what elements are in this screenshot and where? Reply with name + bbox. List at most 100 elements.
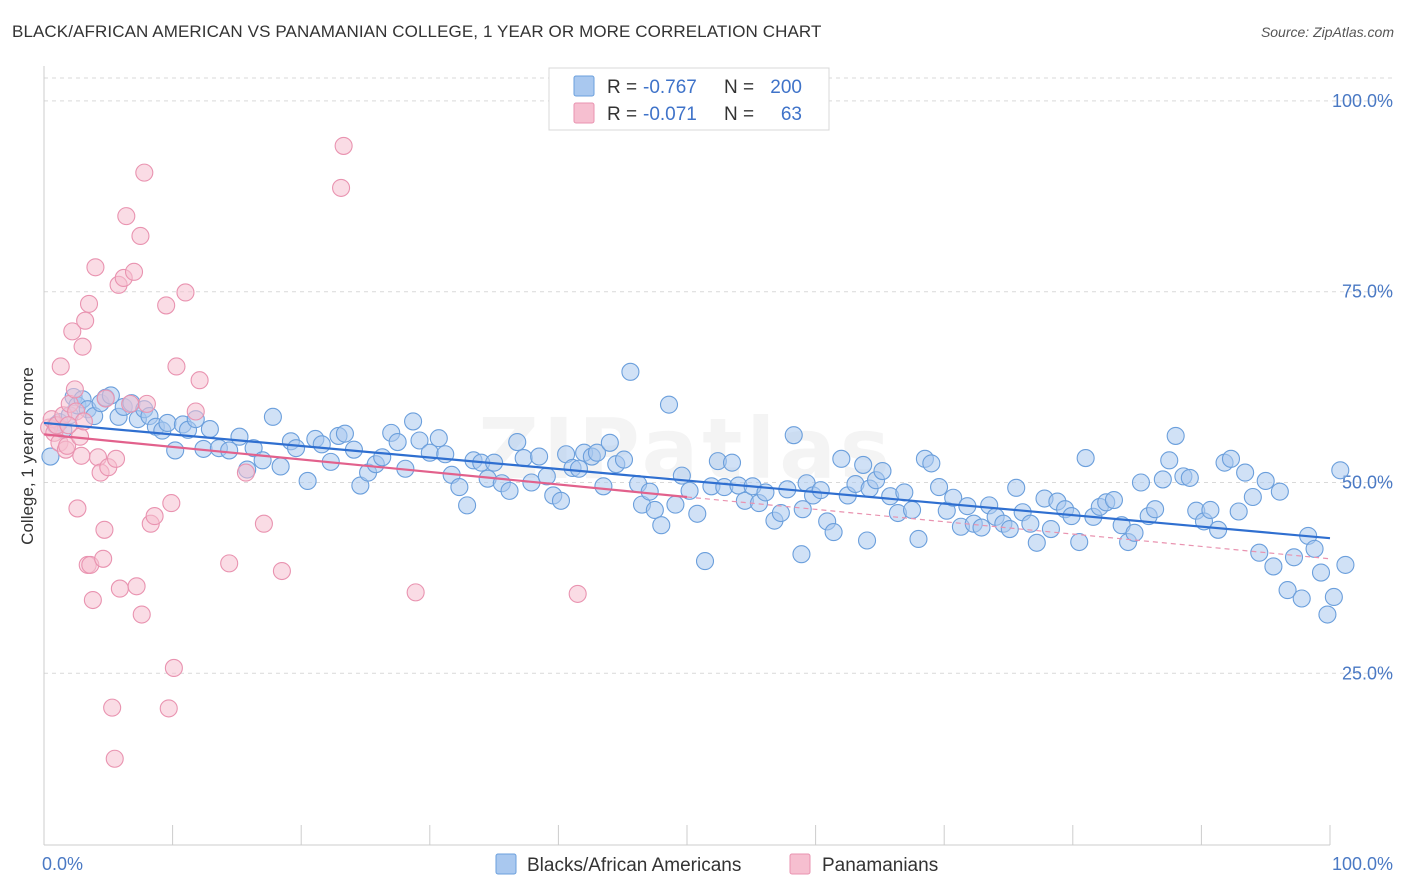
point-panamanians (79, 294, 99, 313)
point-blacks (659, 395, 679, 414)
point-panamanians (110, 579, 129, 598)
point-panamanians (406, 583, 425, 602)
point-blacks (1270, 482, 1289, 501)
point-blacks (857, 531, 877, 550)
point-blacks (508, 432, 527, 452)
point-blacks (771, 503, 790, 523)
point-blacks (1076, 449, 1095, 468)
legend-n-value-1: 200 (770, 77, 802, 98)
point-blacks (1229, 502, 1248, 521)
point-panamanians (105, 749, 124, 768)
legend-n-label-1: N = (724, 77, 754, 98)
point-panamanians (272, 561, 291, 581)
point-panamanians (94, 549, 113, 568)
point-blacks (1021, 514, 1040, 533)
point-panamanians (167, 357, 186, 376)
point-blacks (200, 420, 219, 439)
point-panamanians (159, 699, 178, 718)
point-panamanians (137, 394, 156, 413)
point-blacks (1131, 473, 1151, 492)
point-blacks (587, 443, 607, 462)
point-blacks (922, 454, 941, 473)
point-panamanians (568, 584, 587, 603)
point-blacks (514, 449, 533, 468)
x-tick-label-max: 100.0% (1332, 854, 1393, 874)
point-blacks (1000, 519, 1019, 539)
point-blacks (429, 429, 448, 448)
point-panamanians (131, 226, 150, 246)
point-blacks (450, 478, 469, 497)
legend-r-value-1: -0.767 (643, 77, 697, 98)
legend-swatch-pink (573, 102, 595, 124)
point-blacks (1256, 471, 1275, 491)
point-blacks (1070, 532, 1089, 552)
point-panamanians (83, 590, 102, 610)
point-blacks (1221, 449, 1241, 468)
bottom-legend-label-panamanians: Panamanians (822, 855, 938, 876)
point-blacks (1331, 461, 1350, 480)
trend-line-panamanians (43, 433, 688, 499)
point-blacks (1041, 519, 1060, 539)
point-panamanians (117, 207, 136, 226)
point-blacks (600, 433, 619, 452)
point-panamanians (51, 357, 70, 376)
point-blacks (666, 495, 685, 514)
point-blacks (404, 412, 423, 431)
point-blacks (1250, 543, 1269, 562)
point-panamanians (132, 605, 151, 624)
grid (44, 77, 1392, 674)
point-panamanians (121, 394, 140, 413)
point-blacks (902, 500, 922, 520)
x-tick-label-min: 0.0% (42, 854, 83, 874)
point-blacks (1336, 555, 1355, 574)
point-blacks (594, 477, 613, 496)
point-blacks (640, 482, 659, 501)
point-blacks (263, 407, 282, 426)
point-blacks (895, 483, 914, 502)
point-blacks (271, 457, 290, 476)
point-panamanians (162, 494, 181, 513)
point-blacks (500, 481, 519, 500)
point-panamanians (190, 371, 209, 390)
point-blacks (1180, 468, 1199, 487)
y-axis-title: College, 1 year or more (18, 367, 37, 545)
point-panamanians (72, 446, 91, 465)
legend-n-value-2: 63 (781, 104, 802, 125)
point-blacks (972, 518, 991, 537)
axes: 25.0% 50.0% 75.0% 100.0% 0.0% 100.0% (42, 66, 1393, 874)
point-blacks (569, 459, 589, 478)
point-blacks (854, 455, 873, 474)
source-label: Source: ZipAtlas.com (1260, 24, 1394, 40)
point-blacks (1007, 478, 1026, 497)
trend-lines (43, 421, 1331, 560)
legend-box (548, 67, 830, 131)
point-blacks (41, 447, 60, 466)
point-blacks (158, 413, 177, 433)
bottom-legend-label-blacks: Blacks/African Americans (527, 855, 741, 876)
point-panamanians (176, 283, 195, 302)
point-blacks (388, 432, 407, 452)
point-blacks (1324, 587, 1343, 607)
point-blacks (1166, 426, 1185, 445)
point-panamanians (254, 514, 273, 533)
point-panamanians (334, 136, 353, 155)
point-blacks (244, 439, 263, 458)
point-blacks (551, 491, 571, 510)
point-blacks (909, 529, 928, 549)
legend-swatch-blue (573, 75, 595, 97)
point-panamanians (86, 258, 105, 277)
point-panamanians (124, 262, 144, 281)
legend-n-label-2: N = (724, 104, 754, 125)
point-panamanians (332, 178, 351, 197)
point-blacks (373, 448, 392, 467)
trend-line-blacks (43, 421, 1331, 540)
point-blacks (298, 471, 317, 491)
point-panamanians (145, 507, 164, 526)
point-blacks (793, 500, 812, 519)
point-panamanians (186, 402, 205, 421)
y-tick-label: 50.0% (1342, 472, 1393, 492)
bottom-legend-swatch-blue (495, 853, 517, 875)
point-panamanians (220, 554, 239, 573)
point-blacks (1305, 539, 1324, 558)
